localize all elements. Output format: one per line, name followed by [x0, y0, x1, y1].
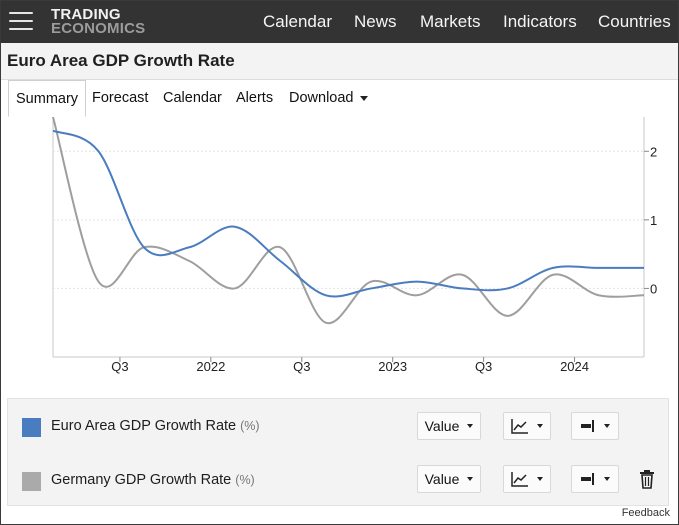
chart-type-dropdown[interactable] — [503, 465, 551, 493]
x-tick-label: 2024 — [560, 359, 589, 374]
value-type-dropdown[interactable]: Value — [417, 412, 481, 440]
x-tick-label: 2023 — [378, 359, 407, 374]
chevron-down-icon — [537, 477, 543, 481]
nav-markets[interactable]: Markets — [420, 12, 481, 31]
line-chart-icon — [511, 472, 528, 487]
chevron-down-icon — [467, 477, 474, 481]
series-row-euro-area: Euro Area GDP Growth Rate (%) Value — [8, 407, 670, 447]
chevron-down-icon — [604, 477, 610, 481]
title-band: Euro Area GDP Growth Rate — [1, 43, 678, 80]
series-legend-panel: Euro Area GDP Growth Rate (%) Value Germ… — [7, 398, 669, 506]
nav-calendar[interactable]: Calendar — [263, 12, 332, 31]
axis-side-dropdown[interactable] — [571, 412, 619, 440]
feedback-link[interactable]: Feedback — [621, 507, 670, 519]
tab-calendar[interactable]: Calendar — [163, 90, 222, 106]
nav-countries[interactable]: Countries — [598, 12, 671, 31]
value-type-label: Value — [424, 471, 460, 487]
logo-line-2: ECONOMICS — [51, 20, 146, 37]
line-chart-icon — [511, 419, 528, 434]
page-title: Euro Area GDP Growth Rate — [7, 51, 235, 70]
right-axis-icon — [581, 420, 594, 432]
axis-side-dropdown[interactable] — [571, 465, 619, 493]
tab-alerts[interactable]: Alerts — [236, 90, 274, 106]
series-label-germany: Germany GDP Growth Rate (%) — [51, 472, 255, 488]
tab-bar: Summary Forecast Calendar Alerts Downloa… — [1, 80, 678, 117]
value-type-label: Value — [424, 418, 460, 434]
series-name: Euro Area GDP Growth Rate — [51, 418, 237, 434]
y-tick-label: 0 — [650, 281, 657, 296]
logo-line-1: TRADING — [51, 6, 121, 23]
hamburger-menu-icon[interactable] — [9, 12, 33, 32]
series-color-swatch[interactable] — [22, 472, 41, 491]
tab-forecast[interactable]: Forecast — [92, 90, 149, 106]
chevron-down-icon — [467, 424, 474, 428]
x-tick-label: Q3 — [475, 359, 492, 374]
top-navigation-bar: TRADING ECONOMICS Calendar News Markets … — [1, 1, 678, 43]
x-tick-label: Q3 — [293, 359, 310, 374]
series-label-euro-area: Euro Area GDP Growth Rate (%) — [51, 418, 260, 434]
series-line-euro-area — [52, 129, 644, 298]
nav-indicators[interactable]: Indicators — [503, 12, 577, 31]
value-type-dropdown[interactable]: Value — [417, 465, 481, 493]
series-name: Germany GDP Growth Rate — [51, 472, 232, 488]
y-tick-label: 1 — [650, 213, 657, 228]
series-unit: (%) — [235, 473, 255, 487]
tab-summary[interactable]: Summary — [8, 80, 87, 117]
trading-economics-logo[interactable]: TRADING ECONOMICS — [51, 6, 146, 37]
x-tick-label: Q3 — [111, 359, 128, 374]
series-row-germany: Germany GDP Growth Rate (%) Value — [8, 460, 670, 500]
series-unit: (%) — [240, 419, 260, 433]
y-tick-label: 2 — [650, 144, 657, 159]
x-tick-label: 2022 — [196, 359, 225, 374]
series-color-swatch[interactable] — [22, 418, 41, 437]
chart-type-dropdown[interactable] — [503, 412, 551, 440]
chart-svg: 2 1 0 Q3 2022 Q3 2023 Q3 2024 — [52, 117, 657, 374]
tab-download[interactable]: Download — [289, 80, 368, 117]
chevron-down-icon — [537, 424, 543, 428]
line-chart[interactable]: 2 1 0 Q3 2022 Q3 2023 Q3 2024 — [1, 117, 678, 387]
chevron-down-icon — [359, 95, 368, 101]
tab-download-label: Download — [289, 90, 354, 106]
nav-news[interactable]: News — [354, 12, 397, 31]
chevron-down-icon — [604, 424, 610, 428]
right-axis-icon — [581, 473, 594, 485]
series-line-germany — [52, 117, 645, 324]
trash-icon[interactable] — [639, 469, 655, 489]
